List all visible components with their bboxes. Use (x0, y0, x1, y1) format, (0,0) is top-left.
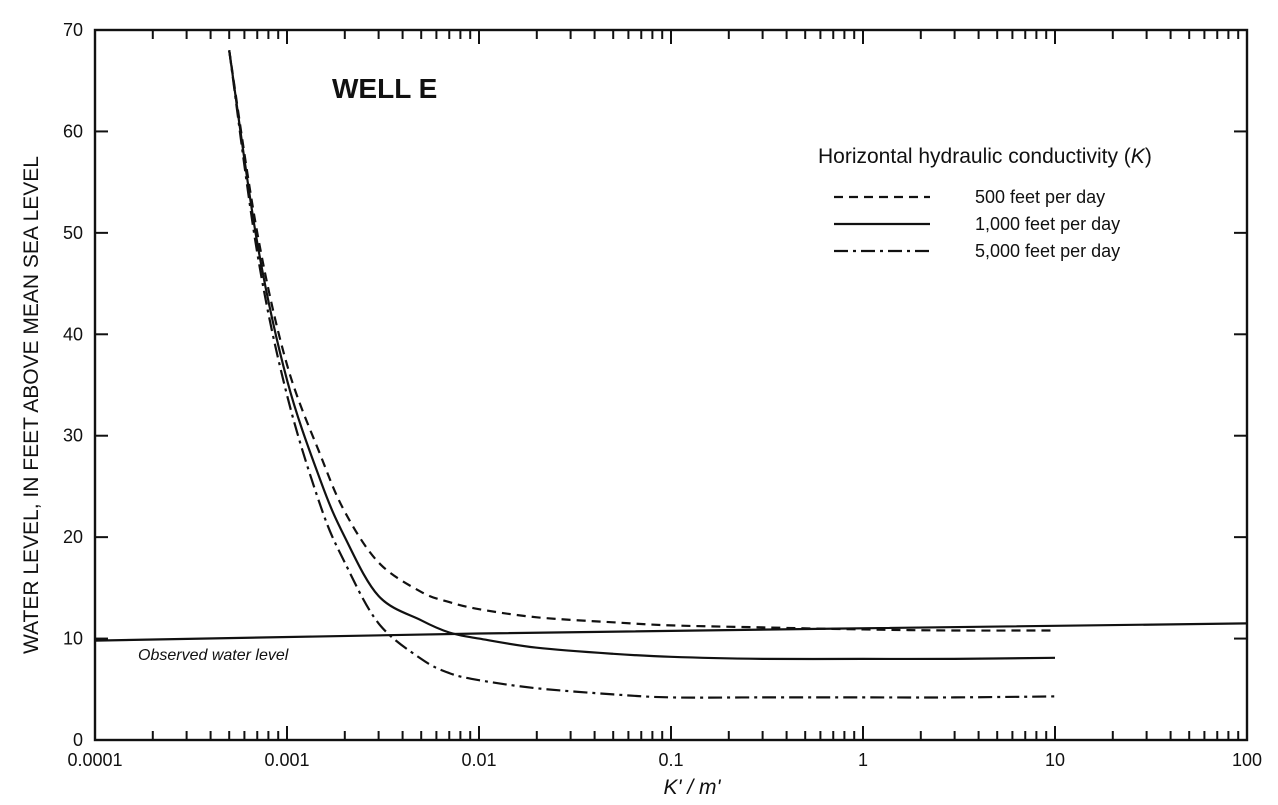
legend-label-500: 500 feet per day (975, 187, 1105, 207)
y-axis-title: WATER LEVEL, IN FEET ABOVE MEAN SEA LEVE… (20, 156, 43, 654)
x-tick-label: 100 (1232, 750, 1262, 770)
y-tick-label: 10 (63, 629, 83, 649)
legend-title-symbol: K (1131, 145, 1146, 168)
series-500-feet-per-day (228, 50, 1056, 632)
series-1000-feet-per-day (228, 50, 1056, 661)
legend-title-suffix: ) (1145, 145, 1152, 168)
x-tick-label: 1 (858, 750, 868, 770)
y-tick-label: 50 (63, 223, 83, 243)
legend-label-5000: 5,000 feet per day (975, 241, 1120, 261)
chart-title: WELL E (332, 73, 437, 104)
series-5000-feet-per-day (228, 50, 1056, 699)
legend-title-prefix: Horizontal hydraulic conductivity ( (818, 145, 1131, 168)
axes (93, 28, 1249, 742)
y-tick-label: 0 (73, 730, 83, 750)
axis-ticks (94, 29, 1247, 741)
tick-labels: 0.0001 0.001 0.01 0.1 1 10 100 0 10 20 30 40 50 60 70 (63, 20, 1262, 770)
x-tick-label: 10 (1045, 750, 1065, 770)
plot-frame (93, 28, 1249, 742)
observed-water-level-label: Observed water level (138, 647, 289, 664)
x-axis-title: K' / m' (663, 776, 721, 799)
x-tick-label: 0.0001 (67, 750, 122, 770)
x-tick-label: 0.01 (461, 750, 496, 770)
legend-label-1000: 1,000 feet per day (975, 214, 1120, 234)
series-layer (94, 50, 1248, 699)
legend-title: Horizontal hydraulic conductivity (K) (818, 145, 1152, 168)
y-tick-label: 40 (63, 324, 83, 344)
legend: Horizontal hydraulic conductivity (K) 50… (818, 145, 1152, 261)
x-tick-label: 0.001 (264, 750, 309, 770)
y-tick-label: 70 (63, 20, 83, 40)
observed-water-level-line (94, 622, 1248, 642)
x-tick-label: 0.1 (658, 750, 683, 770)
y-tick-label: 60 (63, 121, 83, 141)
y-tick-label: 30 (63, 426, 83, 446)
y-tick-label: 20 (63, 527, 83, 547)
